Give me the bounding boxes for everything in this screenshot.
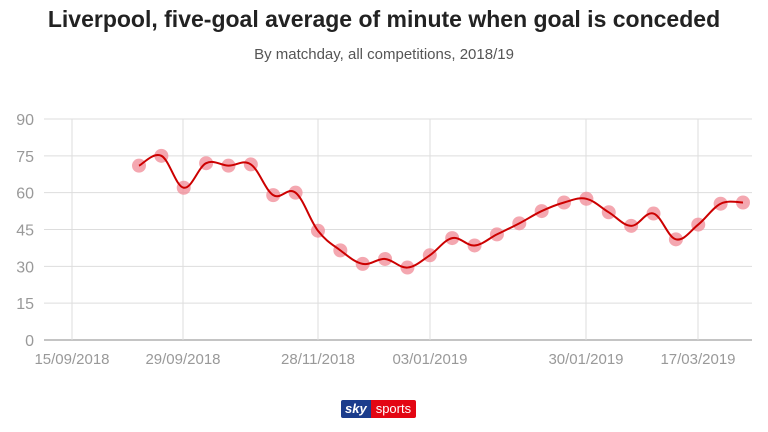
sky-sports-logo: sky sports [341, 400, 417, 418]
y-tick-label: 60 [16, 186, 34, 203]
x-tick-label: 03/01/2019 [392, 351, 467, 368]
x-axis-tick-labels: 15/09/2018 29/09/2018 28/11/2018 03/01/2019… [34, 351, 735, 368]
y-tick-label: 45 [16, 223, 34, 240]
series-line [138, 154, 744, 269]
y-tick-label: 90 [16, 112, 34, 129]
logo-sports-text: sports [370, 400, 417, 418]
x-tick-label: 29/09/2018 [145, 351, 220, 368]
y-tick-label: 30 [16, 259, 34, 276]
y-tick-label: 0 [25, 333, 34, 350]
logo-sky-text: sky [341, 400, 371, 418]
x-tick-label: 15/09/2018 [34, 351, 109, 368]
data-markers [132, 148, 750, 275]
y-tick-label: 15 [16, 296, 34, 313]
x-tick-label: 17/03/2019 [660, 351, 735, 368]
y-tick-label: 75 [16, 149, 34, 166]
x-tick-label: 30/01/2019 [548, 351, 623, 368]
gridlines [44, 118, 752, 341]
chart-title: Liverpool, five-goal average of minute w… [47, 6, 721, 32]
x-tick-label: 28/11/2018 [281, 351, 355, 368]
chart-subtitle: By matchday, all competitions, 2018/19 [254, 46, 514, 63]
y-axis-tick-labels: 0 15 30 45 60 75 90 [16, 112, 34, 350]
